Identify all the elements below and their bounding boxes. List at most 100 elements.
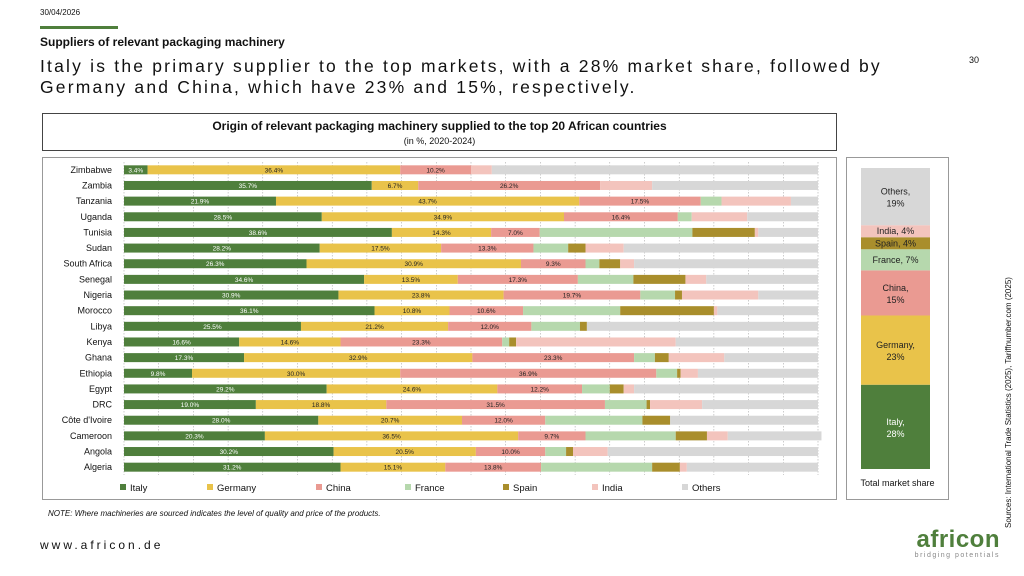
bar-india-sudan <box>585 243 624 253</box>
bar-spain-senegal <box>633 274 686 284</box>
sources: Sources: International Trade Statistics … <box>1004 277 1013 528</box>
data-label-china-sudan: 13.3% <box>478 246 497 253</box>
total-label-france: France, 7% <box>872 255 918 265</box>
bar-italy-ghana <box>124 353 245 363</box>
bar-france-angola <box>545 447 567 457</box>
bar-others-libya <box>586 321 818 331</box>
bar-italy-egypt <box>124 384 327 394</box>
data-label-china-drc: 31.5% <box>486 402 505 409</box>
bar-france-c-te-d-ivoire <box>545 415 643 425</box>
bar-others-senegal <box>706 274 818 284</box>
bar-china-ethiopia <box>400 368 657 378</box>
bar-spain-algeria <box>652 462 680 472</box>
bar-others-morocco <box>717 306 818 316</box>
data-label-italy-zambia: 35.7% <box>239 183 258 190</box>
bar-india-south-africa <box>620 259 635 269</box>
bar-spain-cameroon <box>675 431 707 441</box>
bar-italy-tunisia <box>124 227 392 237</box>
bar-spain-kenya <box>509 337 517 347</box>
data-label-china-uganda: 16.4% <box>612 214 631 221</box>
data-label-china-libya: 12.0% <box>481 324 500 331</box>
bar-italy-zambia <box>124 180 372 190</box>
website-url[interactable]: www.africon.de <box>40 538 164 552</box>
category-label-c-te-d-ivoire: Côte d'Ivoire <box>62 415 112 425</box>
category-label-sudan: Sudan <box>86 243 112 253</box>
data-label-italy-nigeria: 30.9% <box>222 293 241 300</box>
bar-others-algeria <box>686 462 818 472</box>
bar-china-angola <box>475 447 546 457</box>
bar-others-drc <box>702 400 818 410</box>
bar-germany-egypt <box>326 384 498 394</box>
bar-italy-morocco <box>124 306 375 316</box>
data-label-italy-tunisia: 38.6% <box>249 230 268 237</box>
data-label-china-c-te-d-ivoire: 12.0% <box>494 418 513 425</box>
data-label-china-algeria: 13.8% <box>484 465 503 472</box>
bar-others-cameroon <box>727 431 822 441</box>
bar-others-c-te-d-ivoire <box>670 415 818 425</box>
legend-swatch-spain <box>503 484 509 490</box>
data-label-china-senegal: 17.3% <box>509 277 528 284</box>
legend-label-france: France <box>415 483 445 494</box>
data-label-germany-drc: 18.8% <box>312 402 331 409</box>
data-label-germany-egypt: 24.6% <box>403 386 422 393</box>
category-label-zambia: Zambia <box>82 180 112 190</box>
chart-title-box: Origin of relevant packaging machinery s… <box>42 113 837 151</box>
data-label-germany-ethiopia: 30.0% <box>287 371 306 378</box>
data-label-italy-angola: 30.2% <box>220 449 239 456</box>
bar-france-libya <box>531 321 580 331</box>
bar-germany-ethiopia <box>192 368 401 378</box>
chart-title: Origin of relevant packaging machinery s… <box>212 119 667 133</box>
category-label-algeria: Algeria <box>84 462 112 472</box>
bar-italy-angola <box>124 447 334 457</box>
bar-china-tanzania <box>579 196 701 206</box>
bar-germany-nigeria <box>338 290 504 300</box>
bar-italy-libya <box>124 321 301 331</box>
bar-spain-morocco <box>620 306 714 316</box>
bar-china-libya <box>448 321 532 331</box>
chart-note: NOTE: Where machineries are sourced indi… <box>48 509 381 518</box>
total-segment-china <box>861 270 930 316</box>
legend-label-india: India <box>602 483 623 494</box>
data-label-germany-cameroon: 36.5% <box>382 433 401 440</box>
bar-spain-egypt <box>609 384 624 394</box>
bar-others-ghana <box>724 353 818 363</box>
category-label-kenya: Kenya <box>86 337 112 347</box>
total-value-italy: 28% <box>886 429 904 439</box>
bar-india-senegal <box>685 274 707 284</box>
category-label-tanzania: Tanzania <box>76 196 112 206</box>
data-label-china-ghana: 23.3% <box>544 355 563 362</box>
bar-germany-tanzania <box>275 196 580 206</box>
bar-italy-kenya <box>124 337 240 347</box>
bar-others-kenya <box>675 337 818 347</box>
legend-swatch-germany <box>207 484 213 490</box>
bar-italy-senegal <box>124 274 365 284</box>
bar-italy-cameroon <box>124 431 265 441</box>
data-label-italy-libya: 25.5% <box>203 324 222 331</box>
data-label-china-nigeria: 19.7% <box>563 293 582 300</box>
bar-china-cameroon <box>518 431 586 441</box>
data-label-germany-south-africa: 30.9% <box>405 261 424 268</box>
bar-china-egypt <box>497 384 583 394</box>
total-segment-germany <box>861 315 930 385</box>
accent-bar <box>40 26 118 29</box>
total-share-frame <box>846 157 949 500</box>
bar-italy-south-africa <box>124 259 307 269</box>
total-label-india: India, 4% <box>877 226 915 236</box>
bar-germany-kenya <box>239 337 341 347</box>
bar-germany-drc <box>255 400 387 410</box>
bar-italy-drc <box>124 400 256 410</box>
bar-india-tanzania <box>721 196 791 206</box>
bar-germany-south-africa <box>306 259 521 269</box>
bar-germany-uganda <box>321 212 564 222</box>
bar-spain-libya <box>579 321 587 331</box>
bar-germany-algeria <box>340 462 446 472</box>
bar-china-tunisia <box>491 227 540 237</box>
bar-others-tanzania <box>790 196 818 206</box>
data-label-germany-ghana: 32.9% <box>349 355 368 362</box>
bar-spain-nigeria <box>675 290 682 300</box>
bar-france-uganda <box>677 212 692 222</box>
bar-germany-zimbabwe <box>147 165 401 175</box>
bar-france-egypt <box>582 384 610 394</box>
bar-germany-c-te-d-ivoire <box>318 415 462 425</box>
bar-italy-algeria <box>124 462 341 472</box>
